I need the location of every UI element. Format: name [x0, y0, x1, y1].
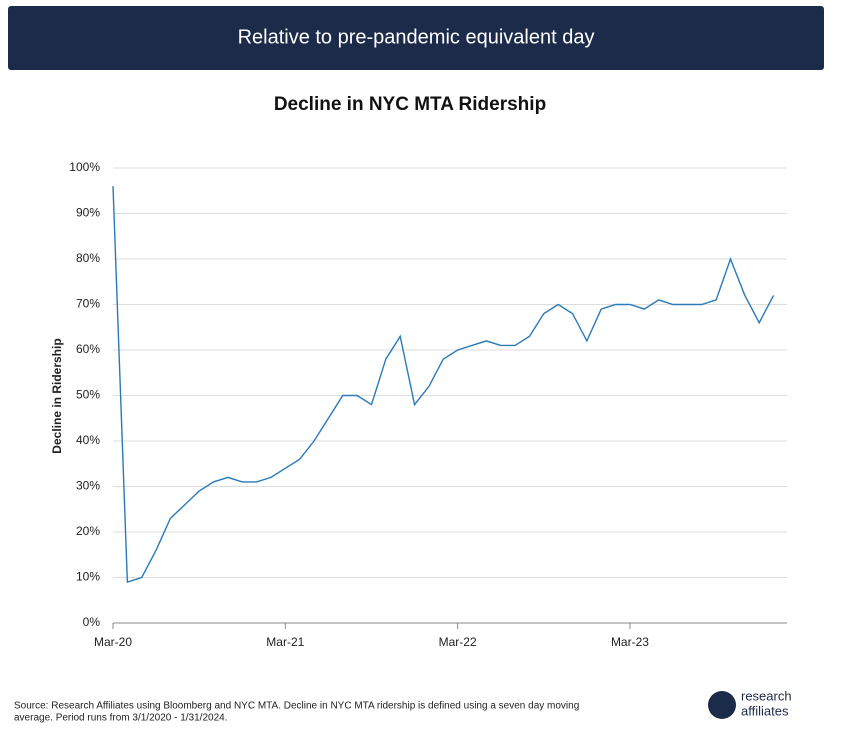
logo-text: research: [741, 688, 792, 703]
y-tick-label: 100%: [69, 160, 100, 174]
y-tick-label: 30%: [76, 479, 100, 493]
header-banner: [8, 6, 824, 70]
chart-title: Decline in NYC MTA Ridership: [274, 94, 546, 115]
y-tick-label: 20%: [76, 524, 100, 538]
y-tick-label: 60%: [76, 342, 100, 356]
y-tick-label: 50%: [76, 388, 100, 402]
y-tick-label: 0%: [83, 615, 101, 629]
header-title: Relative to pre-pandemic equivalent day: [238, 26, 595, 48]
source-note: average. Period runs from 3/1/2020 - 1/3…: [14, 713, 227, 724]
y-tick-label: 90%: [76, 206, 100, 220]
y-tick-label: 70%: [76, 297, 100, 311]
x-tick-label: Mar-21: [266, 635, 304, 649]
logo-text: affiliates: [741, 703, 789, 718]
x-tick-label: Mar-22: [439, 635, 477, 649]
y-tick-label: 80%: [76, 251, 100, 265]
y-tick-label: 40%: [76, 433, 100, 447]
y-tick-label: 10%: [76, 570, 100, 584]
data-line: [112, 186, 775, 583]
x-tick-label: Mar-20: [94, 635, 132, 649]
logo-icon: [708, 691, 736, 719]
x-tick-label: Mar-23: [611, 635, 649, 649]
source-note: Source: Research Affiliates using Bloomb…: [14, 701, 579, 712]
y-axis-label: Decline in Ridership: [50, 338, 64, 453]
